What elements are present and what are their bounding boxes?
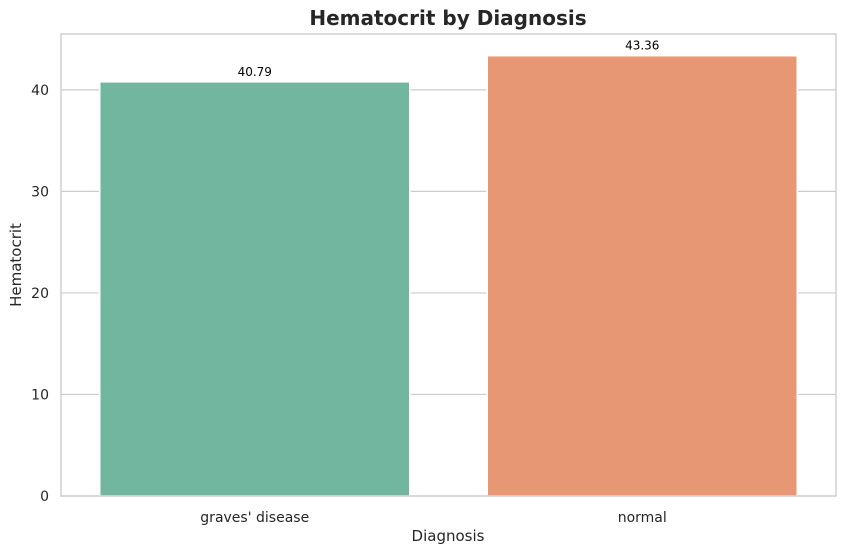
y-tick-label: 10 xyxy=(31,387,49,403)
y-tick-label: 20 xyxy=(31,286,49,302)
y-tick-label: 40 xyxy=(31,83,49,99)
data-label-0: 40.79 xyxy=(238,65,272,79)
bar-0 xyxy=(99,81,411,497)
x-tick-label-0: graves' disease xyxy=(200,510,309,526)
x-tick-labels: graves' disease normal xyxy=(200,510,666,526)
data-labels: 40.79 43.36 xyxy=(238,39,660,79)
y-tick-labels: 0 10 20 30 40 xyxy=(31,83,49,505)
x-tick-label-1: normal xyxy=(618,510,667,526)
y-axis-label: Hematocrit xyxy=(7,223,25,307)
bars xyxy=(99,54,798,497)
plot-frame xyxy=(60,33,837,497)
chart-title: Hematocrit by Diagnosis xyxy=(309,6,586,30)
bar-1 xyxy=(486,54,798,497)
data-label-1: 43.36 xyxy=(625,39,659,53)
y-tick-label: 30 xyxy=(31,184,49,200)
x-axis-label: Diagnosis xyxy=(412,527,485,545)
y-tick-label: 0 xyxy=(40,489,49,505)
